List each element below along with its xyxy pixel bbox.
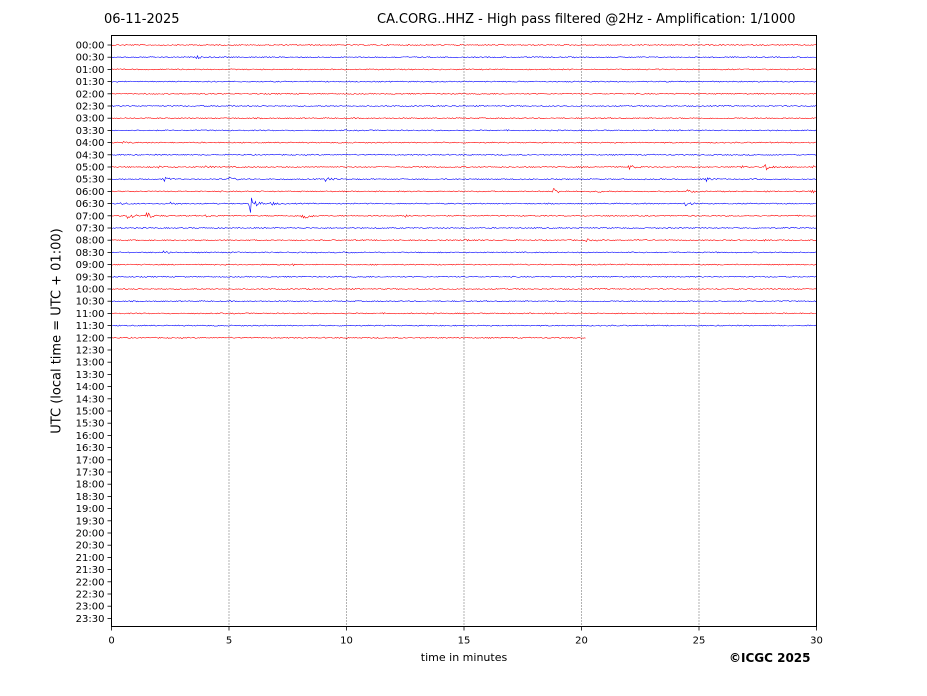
trace-row	[111, 92, 817, 95]
trace-row	[111, 275, 817, 278]
y-tick-label: 22:00	[76, 577, 105, 588]
y-tick-label: 00:30	[76, 53, 105, 64]
y-tick-label: 20:00	[76, 529, 105, 540]
y-tick-label: 09:00	[76, 260, 105, 271]
y-tick-label: 06:00	[76, 187, 105, 198]
x-tick-label: 20	[575, 636, 588, 647]
y-tick-label: 23:00	[76, 602, 105, 613]
plot-frame	[111, 35, 817, 627]
trace-row	[111, 176, 817, 183]
trace-row	[111, 54, 817, 60]
y-tick-label: 01:00	[76, 65, 105, 76]
y-tick-label: 04:30	[76, 150, 105, 161]
y-tick-label: 08:00	[76, 236, 105, 247]
y-tick-label: 08:30	[76, 248, 105, 259]
trace-row	[111, 140, 817, 144]
y-tick-label: 10:00	[76, 285, 105, 296]
trace-row	[111, 129, 817, 132]
trace-layer	[111, 44, 817, 339]
y-tick-label: 10:30	[76, 297, 105, 308]
y-tick-label: 18:00	[76, 480, 105, 491]
y-tick-label: 15:00	[76, 407, 105, 418]
trace-row	[111, 105, 817, 108]
y-tick-label: 03:30	[76, 126, 105, 137]
y-tick-label: 19:00	[76, 504, 105, 515]
trace-row	[111, 153, 817, 156]
y-tick-label: 13:00	[76, 358, 105, 369]
y-tick-label: 07:00	[76, 211, 105, 222]
trace-row	[111, 117, 817, 120]
y-tick-label: 20:30	[76, 541, 105, 552]
trace-row	[111, 324, 817, 327]
trace-row	[111, 68, 817, 71]
x-tick-label: 25	[693, 636, 706, 647]
x-tick-label: 0	[108, 636, 114, 647]
y-tick-label: 16:00	[76, 431, 105, 442]
y-tick-label: 04:00	[76, 138, 105, 149]
y-tick-label: 22:30	[76, 590, 105, 601]
y-tick-label: 18:30	[76, 492, 105, 503]
trace-row	[111, 300, 817, 303]
x-tick-label: 30	[810, 636, 823, 647]
y-tick-label: 17:00	[76, 455, 105, 466]
y-tick-label: 14:30	[76, 394, 105, 405]
trace-row	[111, 164, 817, 171]
x-tick-label: 15	[458, 636, 471, 647]
x-axis-label: time in minutes	[420, 651, 508, 664]
trace-row	[111, 336, 586, 339]
trace-row	[111, 80, 817, 83]
grid-layer	[228, 35, 700, 627]
y-tick-label: 09:30	[76, 272, 105, 283]
y-tick-label: 12:30	[76, 346, 105, 357]
y-tick-label: 02:00	[76, 89, 105, 100]
y-tick-label: 16:30	[76, 443, 105, 454]
y-tick-label: 12:00	[76, 333, 105, 344]
copyright-label: ©ICGC 2025	[729, 651, 811, 665]
y-tick-label: 02:30	[76, 102, 105, 113]
trace-row	[111, 312, 817, 315]
trace-row	[111, 250, 817, 254]
chart-title: CA.CORG..HHZ - High pass filtered @2Hz -…	[377, 12, 796, 27]
y-tick-label: 21:30	[76, 565, 105, 576]
y-tick-label: 21:00	[76, 553, 105, 564]
y-tick-label: 05:00	[76, 163, 105, 174]
y-tick-label: 19:30	[76, 516, 105, 527]
y-tick-label: 17:30	[76, 468, 105, 479]
y-tick-label: 00:00	[76, 41, 105, 52]
y-tick-label: 15:30	[76, 419, 105, 430]
y-tick-label: 05:30	[76, 175, 105, 186]
x-tick-label: 10	[340, 636, 353, 647]
y-tick-label: 23:30	[76, 614, 105, 625]
y-tick-label: 11:30	[76, 321, 105, 332]
x-tick-layer: 0 5 10 15 20 25 30	[108, 626, 823, 647]
y-tick-label: 06:30	[76, 199, 105, 210]
y-tick-label: 03:00	[76, 114, 105, 125]
y-tick-label: 07:30	[76, 224, 105, 235]
date-label: 06-11-2025	[104, 12, 180, 27]
y-tick-label: 14:00	[76, 382, 105, 393]
y-tick-label: 01:30	[76, 77, 105, 88]
trace-row	[111, 288, 817, 291]
x-tick-label: 5	[226, 636, 232, 647]
y-tick-label: 11:00	[76, 309, 105, 320]
y-tick-label: 13:30	[76, 370, 105, 381]
